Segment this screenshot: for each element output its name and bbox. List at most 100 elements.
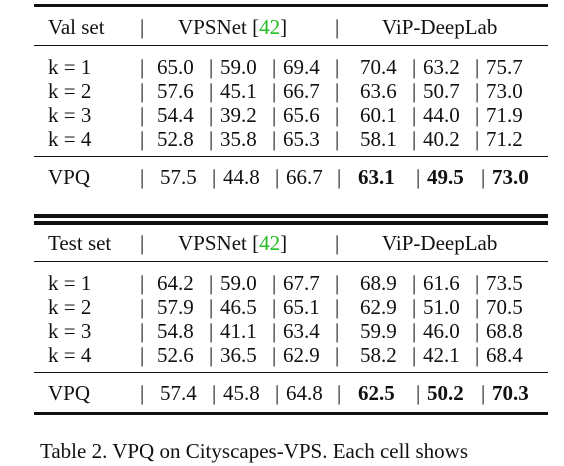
table-row: k = 2 | 57.6 | 45.1 | 66.7 | 63.6 | 50.7 | 73.0: [0, 76, 564, 106]
column-divider: |: [412, 127, 417, 151]
column-divider: |: [140, 381, 145, 405]
column-divider: |: [272, 127, 277, 151]
column-divider: |: [140, 127, 145, 151]
vip-deeplab-vpq: 58.1: [360, 127, 397, 151]
vpsnet-vpq-thing: 35.8: [220, 127, 257, 151]
citation-link[interactable]: 42: [259, 15, 281, 39]
column-divider: |: [275, 165, 280, 189]
column-divider: |: [209, 271, 214, 295]
summary-rule: [34, 156, 548, 157]
vip-deeplab-vpq-summary: 63.1: [358, 165, 395, 189]
column-divider: |: [335, 319, 340, 343]
column-divider: |: [209, 343, 214, 367]
table-row: k = 4 | 52.6 | 36.5 | 62.9 | 58.2 | 42.1 | 68.4: [0, 340, 564, 370]
column-divider: |: [140, 271, 145, 295]
column-divider: |: [272, 103, 277, 127]
header-method-b: ViP-DeepLab: [382, 231, 498, 255]
vip-deeplab-vpq-thing: 61.6: [423, 271, 460, 295]
column-divider: |: [335, 127, 340, 151]
row-k-label: k = 3: [48, 319, 92, 343]
vip-deeplab-vpq: 62.9: [360, 295, 397, 319]
column-divider: |: [475, 103, 480, 127]
vpsnet-vpq-thing: 46.5: [220, 295, 257, 319]
column-divider: |: [272, 271, 277, 295]
vip-deeplab-vpq-stuff: 73.0: [486, 79, 523, 103]
vpsnet-vpq-stuff: 62.9: [283, 343, 320, 367]
header-method-a-name: VPSNet [: [178, 15, 260, 39]
citation-link[interactable]: 42: [259, 231, 281, 255]
vip-deeplab-vpq-stuff: 71.9: [486, 103, 523, 127]
vpsnet-vpq-thing: 59.0: [220, 55, 257, 79]
column-divider: |: [475, 271, 480, 295]
vpsnet-vpq: 52.6: [157, 343, 194, 367]
column-divider: |: [272, 55, 277, 79]
vip-deeplab-vpq-thing: 63.2: [423, 55, 460, 79]
row-k-label: k = 2: [48, 295, 92, 319]
table-row: k = 1 | 65.0 | 59.0 | 69.4 | 70.4 | 63.2 | 75.7: [0, 52, 564, 82]
column-divider: |: [275, 381, 280, 405]
column-divider: |: [481, 381, 486, 405]
vip-deeplab-vpq: 60.1: [360, 103, 397, 127]
column-divider: |: [416, 381, 421, 405]
vip-deeplab-vpq-thing-summary: 50.2: [427, 381, 464, 405]
header-method-a: VPSNet [42]: [178, 12, 287, 42]
vpsnet-vpq-stuff: 67.7: [283, 271, 320, 295]
column-divider: |: [412, 343, 417, 367]
vip-deeplab-vpq: 63.6: [360, 79, 397, 103]
column-divider: |: [140, 319, 145, 343]
column-divider: |: [209, 103, 214, 127]
vip-deeplab-vpq-thing: 46.0: [423, 319, 460, 343]
column-divider: |: [412, 271, 417, 295]
vip-deeplab-vpq-stuff: 68.4: [486, 343, 523, 367]
vip-deeplab-vpq-thing: 40.2: [423, 127, 460, 151]
vip-deeplab-vpq-thing: 42.1: [423, 343, 460, 367]
column-divider: |: [335, 15, 340, 39]
table-row: k = 4 | 52.8 | 35.8 | 65.3 | 58.1 | 40.2 | 71.2: [0, 124, 564, 154]
column-divider: |: [140, 231, 145, 255]
table-row: k = 3 | 54.8 | 41.1 | 63.4 | 59.9 | 46.0 | 68.8: [0, 316, 564, 346]
vip-deeplab-vpq-stuff: 70.5: [486, 295, 523, 319]
column-divider: |: [335, 295, 340, 319]
column-divider: |: [481, 165, 486, 189]
vip-deeplab-vpq-thing: 44.0: [423, 103, 460, 127]
vpsnet-vpq: 57.9: [157, 295, 194, 319]
table-top-rule: [34, 4, 548, 7]
table-top-rule: [34, 221, 548, 225]
vip-deeplab-vpq-thing: 51.0: [423, 295, 460, 319]
column-divider: |: [416, 165, 421, 189]
header-rule: [34, 45, 548, 46]
vpsnet-vpq-stuff: 65.6: [283, 103, 320, 127]
vip-deeplab-vpq-thing-summary: 49.5: [427, 165, 464, 189]
summary-label: VPQ: [48, 165, 91, 189]
column-divider: |: [475, 79, 480, 103]
citation-close-bracket: ]: [280, 231, 288, 255]
column-divider: |: [412, 295, 417, 319]
vpsnet-vpq: 54.8: [157, 319, 194, 343]
row-k-label: k = 1: [48, 271, 92, 295]
table-row: k = 3 | 54.4 | 39.2 | 65.6 | 60.1 | 44.0 | 71.9: [0, 100, 564, 130]
table-header-row: Val set | VPSNet [42] | ViP-DeepLab: [0, 12, 564, 42]
vip-deeplab-vpq-stuff: 73.5: [486, 271, 523, 295]
vip-deeplab-vpq-stuff-summary: 73.0: [492, 165, 529, 189]
column-divider: |: [272, 343, 277, 367]
column-divider: |: [335, 55, 340, 79]
row-k-label: k = 4: [48, 343, 92, 367]
column-divider: |: [209, 55, 214, 79]
column-divider: |: [209, 127, 214, 151]
column-divider: |: [475, 343, 480, 367]
summary-label: VPQ: [48, 381, 91, 405]
column-divider: |: [475, 319, 480, 343]
vpsnet-vpq: 57.6: [157, 79, 194, 103]
column-divider: |: [475, 127, 480, 151]
vpsnet-vpq-stuff: 65.3: [283, 127, 320, 151]
column-divider: |: [209, 295, 214, 319]
header-set-label: Test set: [48, 231, 112, 255]
table-caption: Table 2. VPQ on Cityscapes-VPS. Each cel…: [40, 439, 469, 463]
vpsnet-vpq-stuff: 69.4: [283, 55, 320, 79]
vpsnet-vpq-stuff-summary: 66.7: [286, 165, 323, 189]
column-divider: |: [412, 55, 417, 79]
citation-close-bracket: ]: [280, 15, 288, 39]
vpsnet-vpq-stuff: 65.1: [283, 295, 320, 319]
column-divider: |: [140, 15, 145, 39]
column-divider: |: [140, 79, 145, 103]
